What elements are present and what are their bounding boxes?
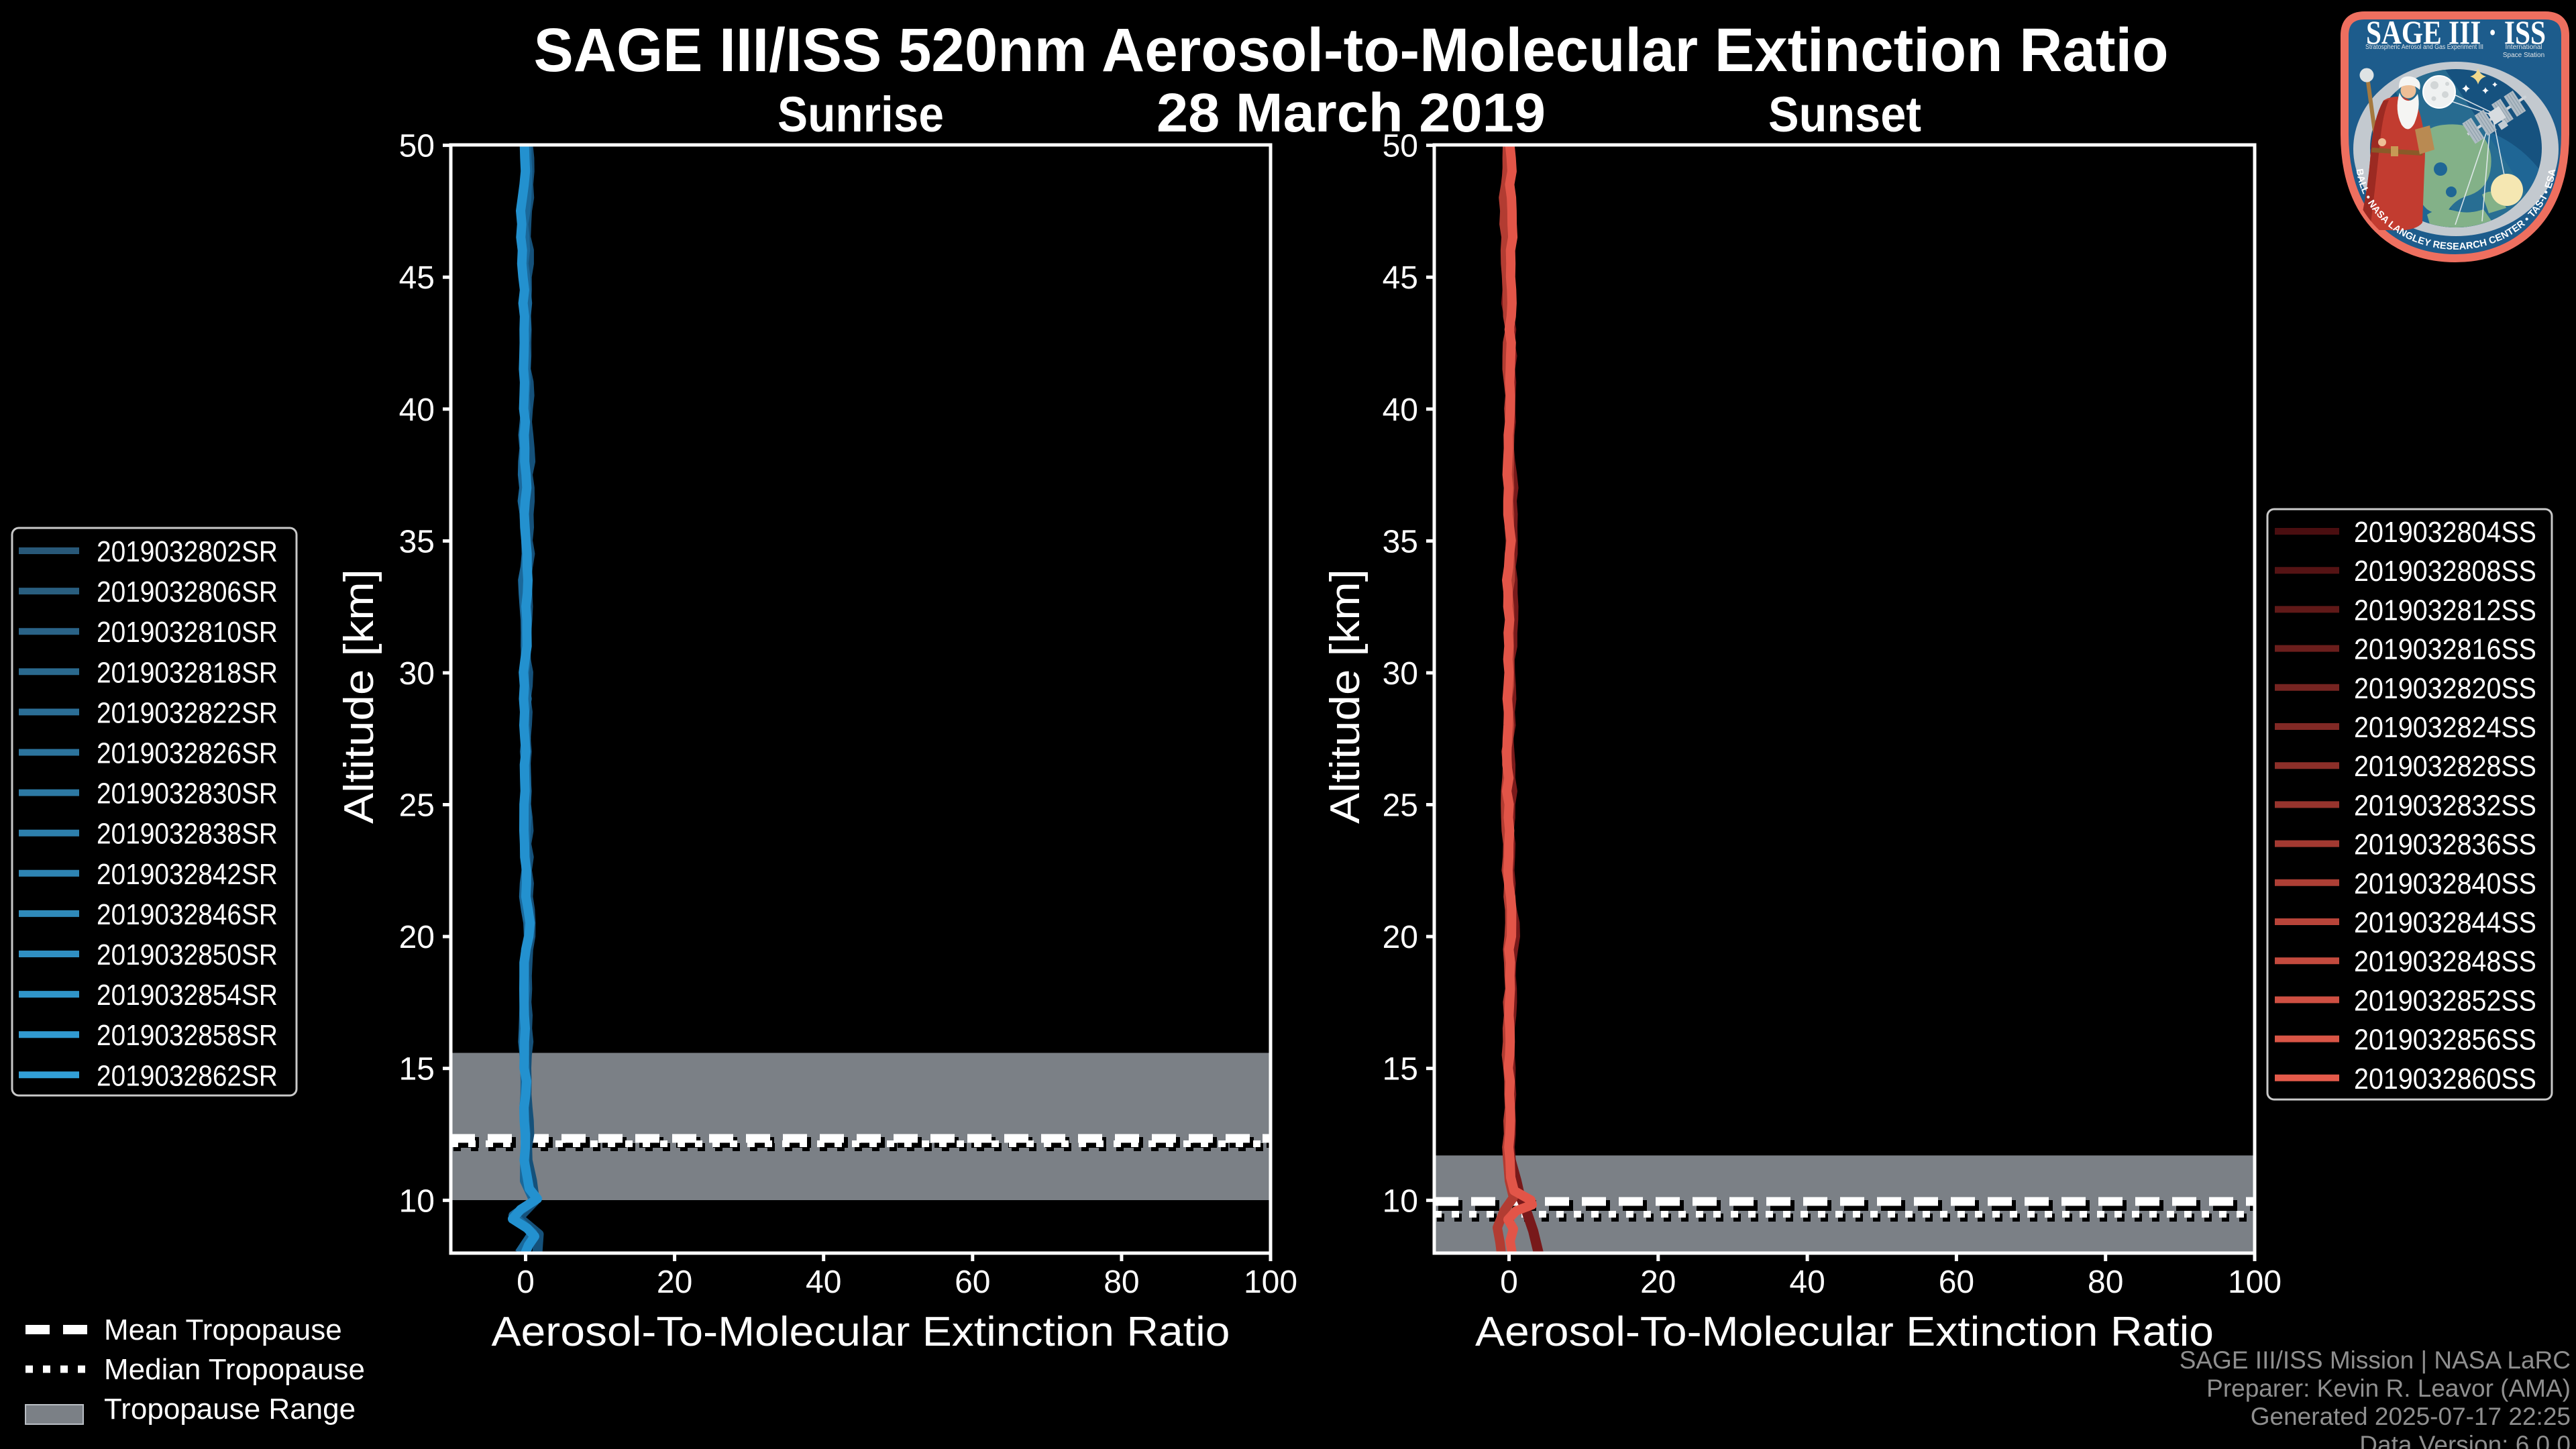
svg-text:25: 25 (1383, 788, 1418, 824)
svg-text:2019032802SR: 2019032802SR (97, 535, 278, 568)
svg-text:25: 25 (399, 788, 435, 824)
svg-text:50: 50 (1383, 129, 1418, 164)
svg-text:30: 30 (399, 656, 435, 692)
svg-text:2019032816SS: 2019032816SS (2354, 633, 2536, 666)
svg-text:28 March 2019: 28 March 2019 (1157, 83, 1546, 144)
svg-text:Mean Tropopause: Mean Tropopause (104, 1313, 342, 1346)
svg-text:2019032806SR: 2019032806SR (97, 576, 278, 608)
svg-text:2019032828SS: 2019032828SS (2354, 750, 2536, 783)
svg-text:2019032818SR: 2019032818SR (97, 656, 278, 689)
svg-text:2019032836SS: 2019032836SS (2354, 828, 2536, 861)
svg-text:2019032826SR: 2019032826SR (97, 737, 278, 770)
svg-text:2019032848SS: 2019032848SS (2354, 945, 2536, 978)
svg-text:30: 30 (1383, 656, 1418, 692)
svg-text:45: 45 (399, 260, 435, 296)
svg-text:2019032804SS: 2019032804SS (2354, 516, 2536, 549)
svg-text:40: 40 (806, 1265, 841, 1300)
svg-text:Aerosol-To-Molecular Extinctio: Aerosol-To-Molecular Extinction Ratio (492, 1309, 1230, 1355)
svg-text:2019032824SS: 2019032824SS (2354, 711, 2536, 744)
svg-text:Preparer: Kevin R. Leavor (AMA: Preparer: Kevin R. Leavor (AMA) (2206, 1375, 2571, 1402)
svg-text:Sunrise: Sunrise (777, 87, 944, 142)
svg-text:Median Tropopause: Median Tropopause (104, 1353, 365, 1386)
svg-text:2019032840SS: 2019032840SS (2354, 867, 2536, 900)
svg-text:2019032812SS: 2019032812SS (2354, 594, 2536, 627)
svg-text:35: 35 (1383, 524, 1418, 559)
svg-text:20: 20 (1383, 920, 1418, 955)
svg-text:2019032854SR: 2019032854SR (97, 979, 278, 1012)
svg-text:Data Version: 6.0.0: Data Version: 6.0.0 (2359, 1431, 2571, 1449)
svg-text:Space Station: Space Station (2503, 52, 2544, 59)
svg-text:80: 80 (1104, 1265, 1139, 1300)
svg-text:15: 15 (399, 1052, 435, 1087)
svg-text:2019032820SS: 2019032820SS (2354, 672, 2536, 705)
svg-text:Sunset: Sunset (1768, 87, 1921, 142)
svg-text:2019032852SS: 2019032852SS (2354, 984, 2536, 1017)
svg-text:2019032808SS: 2019032808SS (2354, 555, 2536, 588)
svg-text:2019032832SS: 2019032832SS (2354, 789, 2536, 822)
svg-text:80: 80 (2088, 1265, 2123, 1300)
svg-text:Tropopause Range: Tropopause Range (104, 1393, 356, 1426)
svg-text:2019032856SS: 2019032856SS (2354, 1024, 2536, 1057)
svg-text:2019032822SR: 2019032822SR (97, 696, 278, 729)
svg-text:2019032860SS: 2019032860SS (2354, 1063, 2536, 1095)
svg-text:Altitude [km]: Altitude [km] (1322, 569, 1368, 824)
svg-text:2019032842SR: 2019032842SR (97, 858, 278, 891)
svg-text:2019032838SR: 2019032838SR (97, 818, 278, 851)
svg-text:40: 40 (1383, 392, 1418, 428)
svg-text:Generated 2025-07-17 22:25: Generated 2025-07-17 22:25 (2251, 1403, 2571, 1430)
svg-text:50: 50 (399, 129, 435, 164)
svg-text:2019032846SR: 2019032846SR (97, 898, 278, 931)
svg-text:100: 100 (1244, 1265, 1297, 1300)
svg-text:International: International (2505, 44, 2542, 51)
svg-text:45: 45 (1383, 260, 1418, 296)
svg-text:2019032850SR: 2019032850SR (97, 938, 278, 971)
svg-text:0: 0 (517, 1265, 535, 1300)
svg-text:0: 0 (1500, 1265, 1518, 1300)
svg-text:SAGE III/ISS 520nm Aerosol-to-: SAGE III/ISS 520nm Aerosol-to-Molecular … (534, 16, 2169, 85)
svg-text:2019032862SR: 2019032862SR (97, 1059, 278, 1092)
svg-text:SAGE III/ISS Mission | NASA La: SAGE III/ISS Mission | NASA LaRC (2180, 1346, 2571, 1374)
svg-text:40: 40 (1789, 1265, 1825, 1300)
svg-text:Altitude [km]: Altitude [km] (336, 569, 382, 824)
svg-text:2019032844SS: 2019032844SS (2354, 906, 2536, 939)
svg-text:60: 60 (955, 1265, 990, 1300)
svg-text:40: 40 (399, 392, 435, 428)
svg-text:SAGE III · ISS: SAGE III · ISS (2366, 13, 2546, 51)
svg-text:20: 20 (399, 920, 435, 955)
svg-text:60: 60 (1939, 1265, 1974, 1300)
svg-text:2019032810SR: 2019032810SR (97, 616, 278, 649)
svg-text:20: 20 (1640, 1265, 1676, 1300)
svg-text:Aerosol-To-Molecular Extinctio: Aerosol-To-Molecular Extinction Ratio (1475, 1309, 2214, 1355)
svg-text:Stratospheric Aerosol and Gas: Stratospheric Aerosol and Gas Experiment… (2365, 44, 2483, 51)
svg-text:20: 20 (657, 1265, 692, 1300)
svg-text:2019032858SR: 2019032858SR (97, 1019, 278, 1052)
svg-text:10: 10 (1383, 1183, 1418, 1219)
svg-text:15: 15 (1383, 1052, 1418, 1087)
svg-text:100: 100 (2228, 1265, 2282, 1300)
svg-text:35: 35 (399, 524, 435, 559)
svg-text:10: 10 (399, 1183, 435, 1219)
svg-text:2019032830SR: 2019032830SR (97, 777, 278, 810)
